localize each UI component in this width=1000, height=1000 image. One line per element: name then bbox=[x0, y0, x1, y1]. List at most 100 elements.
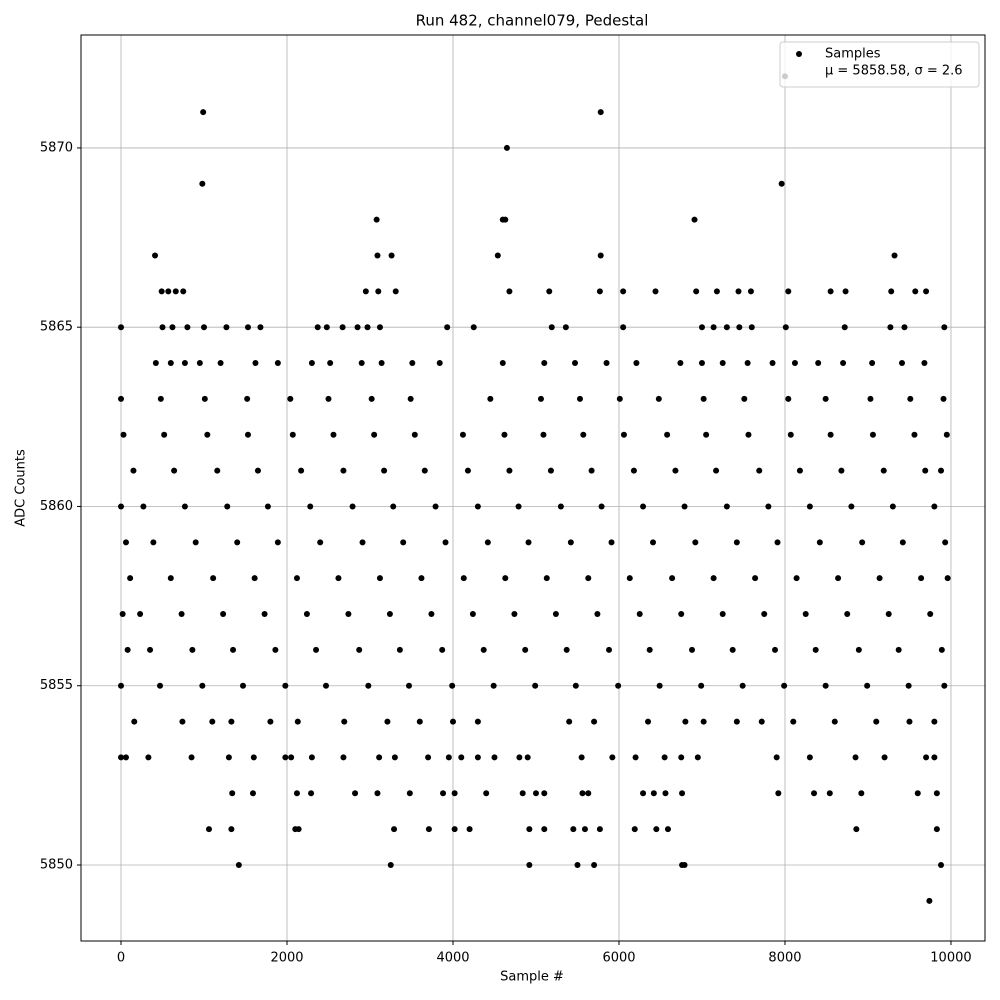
point bbox=[741, 395, 748, 402]
point bbox=[158, 288, 165, 295]
point bbox=[252, 360, 259, 367]
point bbox=[816, 539, 823, 546]
point bbox=[161, 431, 168, 438]
point bbox=[490, 682, 497, 689]
point bbox=[858, 790, 865, 797]
point bbox=[131, 718, 138, 725]
point bbox=[325, 395, 332, 402]
x-tick-label: 6000 bbox=[602, 951, 635, 966]
point bbox=[444, 324, 451, 331]
point bbox=[748, 324, 755, 331]
point bbox=[838, 467, 845, 474]
point bbox=[594, 611, 601, 618]
point bbox=[118, 503, 125, 510]
point bbox=[938, 646, 945, 653]
point bbox=[931, 754, 938, 761]
point bbox=[802, 611, 809, 618]
point bbox=[848, 503, 855, 510]
point bbox=[921, 360, 928, 367]
point bbox=[407, 395, 414, 402]
point bbox=[603, 360, 610, 367]
point bbox=[459, 431, 466, 438]
point bbox=[288, 754, 295, 761]
point bbox=[700, 395, 707, 402]
point bbox=[630, 467, 637, 474]
point bbox=[484, 539, 491, 546]
point bbox=[314, 324, 321, 331]
point bbox=[522, 646, 529, 653]
point bbox=[391, 754, 398, 761]
point bbox=[339, 324, 346, 331]
point bbox=[205, 826, 212, 833]
point bbox=[581, 826, 588, 833]
point bbox=[576, 395, 583, 402]
point bbox=[944, 575, 951, 582]
point bbox=[778, 180, 785, 187]
point bbox=[591, 718, 598, 725]
point bbox=[585, 790, 592, 797]
point bbox=[931, 503, 938, 510]
point bbox=[458, 754, 465, 761]
point bbox=[376, 575, 383, 582]
point bbox=[713, 467, 720, 474]
point bbox=[365, 682, 372, 689]
point bbox=[442, 539, 449, 546]
point bbox=[547, 467, 554, 474]
point bbox=[616, 395, 623, 402]
x-tick-label: 10000 bbox=[930, 951, 971, 966]
point bbox=[822, 395, 829, 402]
x-tick-label: 2000 bbox=[270, 951, 303, 966]
point bbox=[483, 790, 490, 797]
point bbox=[669, 575, 676, 582]
point bbox=[267, 718, 274, 725]
point bbox=[698, 360, 705, 367]
point bbox=[378, 360, 385, 367]
point bbox=[449, 718, 456, 725]
point bbox=[867, 395, 874, 402]
point bbox=[282, 682, 289, 689]
point bbox=[340, 754, 347, 761]
point bbox=[840, 360, 847, 367]
point bbox=[790, 718, 797, 725]
point bbox=[853, 826, 860, 833]
point bbox=[537, 395, 544, 402]
point bbox=[464, 467, 471, 474]
point bbox=[317, 539, 324, 546]
point bbox=[615, 682, 622, 689]
point bbox=[359, 539, 366, 546]
point bbox=[572, 682, 579, 689]
point bbox=[806, 754, 813, 761]
point bbox=[620, 431, 627, 438]
point bbox=[201, 395, 208, 402]
y-tick-label: 5870 bbox=[40, 140, 73, 155]
point bbox=[201, 324, 208, 331]
point bbox=[719, 611, 726, 618]
point bbox=[308, 754, 315, 761]
point bbox=[140, 503, 147, 510]
point bbox=[250, 754, 257, 761]
legend-label: Samples bbox=[825, 47, 881, 62]
point bbox=[130, 467, 137, 474]
point bbox=[889, 503, 896, 510]
point bbox=[911, 431, 918, 438]
point bbox=[524, 754, 531, 761]
point bbox=[636, 611, 643, 618]
point bbox=[912, 288, 919, 295]
point bbox=[167, 360, 174, 367]
point bbox=[887, 324, 894, 331]
point bbox=[249, 790, 256, 797]
point bbox=[815, 360, 822, 367]
point bbox=[678, 611, 685, 618]
point bbox=[566, 718, 573, 725]
point bbox=[421, 467, 428, 474]
point bbox=[723, 503, 730, 510]
point bbox=[491, 754, 498, 761]
point bbox=[516, 754, 523, 761]
point bbox=[224, 503, 231, 510]
point bbox=[541, 360, 548, 367]
point bbox=[698, 682, 705, 689]
point bbox=[541, 826, 548, 833]
point bbox=[400, 539, 407, 546]
point bbox=[811, 790, 818, 797]
